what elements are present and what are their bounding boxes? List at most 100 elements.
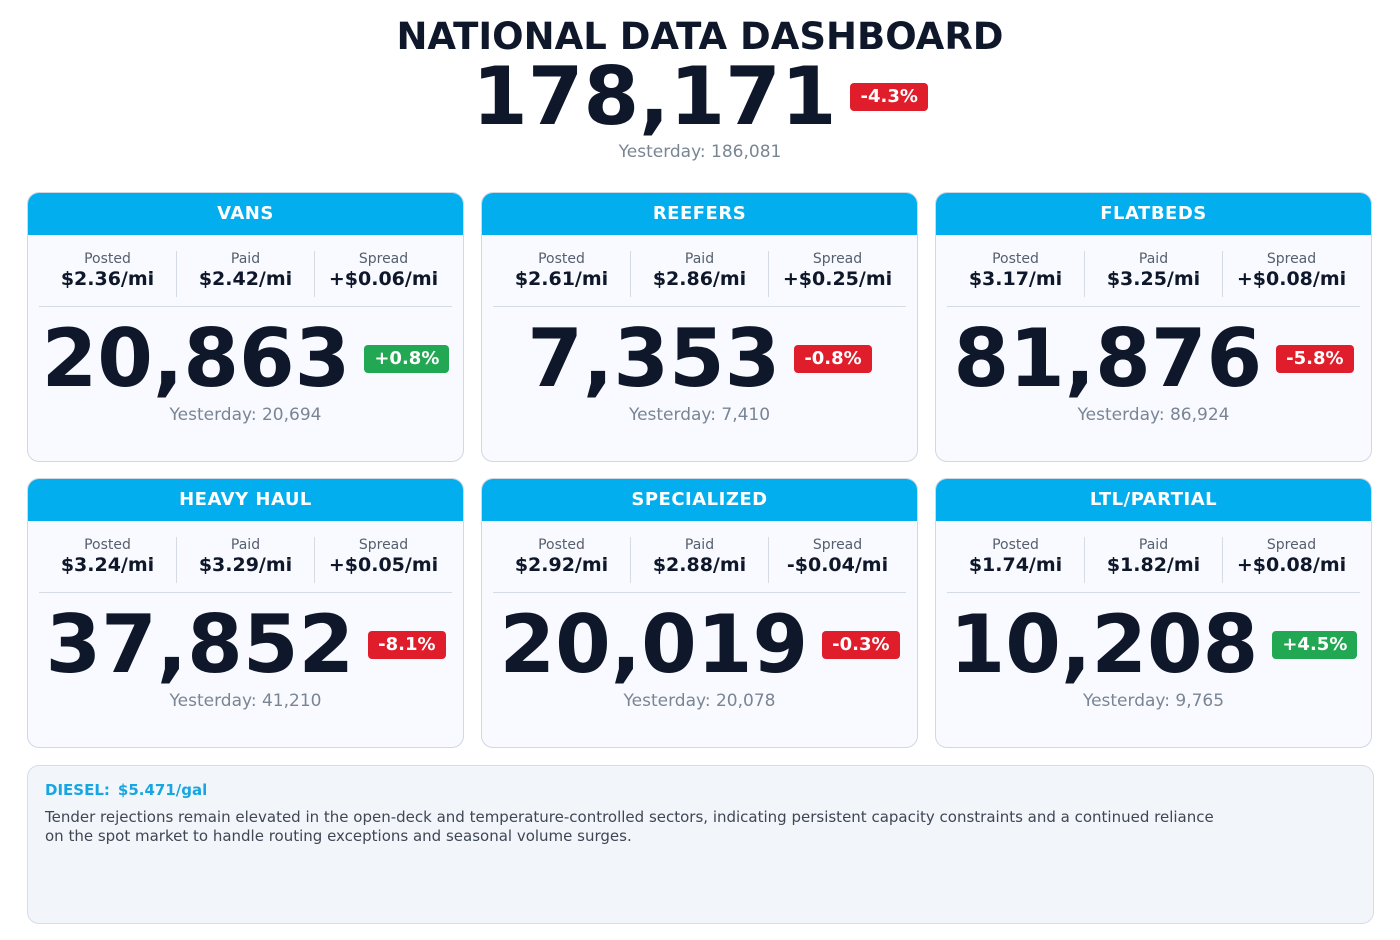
card-yesterday: Yesterday: 9,765 xyxy=(1082,691,1225,711)
card-yesterday: Yesterday: 20,078 xyxy=(623,691,776,711)
dashboard-title: NATIONAL DATA DASHBOARD xyxy=(396,15,1004,58)
metric-label: Spread xyxy=(358,537,409,553)
metric-label: Posted xyxy=(992,537,1039,553)
metric: Spread +$0.08/mi xyxy=(1222,251,1360,297)
card-main: 10,208 +4.5% xyxy=(936,603,1371,687)
metric-value: $2.92/mi xyxy=(514,554,609,576)
card: SPECIALIZED Posted $2.92/mi Paid $2.88/mi Spr… xyxy=(481,478,918,748)
metric: Posted $2.92/mi xyxy=(493,537,630,583)
card-change: -5.8% xyxy=(1276,345,1354,373)
metric-value: $3.17/mi xyxy=(968,268,1063,290)
metric-label: Posted xyxy=(84,537,131,553)
card-value: 10,208 xyxy=(949,598,1259,691)
card-change: -0.8% xyxy=(794,345,872,373)
metric-label: Paid xyxy=(1138,537,1169,553)
metric-value: $2.36/mi xyxy=(60,268,155,290)
metric: Spread +$0.25/mi xyxy=(768,251,906,297)
card-value: 37,852 xyxy=(45,598,355,691)
metric-value: $1.74/mi xyxy=(968,554,1063,576)
card-change: -8.1% xyxy=(368,631,446,659)
metric-label: Posted xyxy=(84,251,131,267)
card-main: 7,353 -0.8% xyxy=(482,317,917,401)
metrics: Posted $3.17/mi Paid $3.25/mi Spread +$0.08/m… xyxy=(947,251,1360,297)
metric: Posted $1.74/mi xyxy=(947,537,1084,583)
diesel-value: $5.471/gal xyxy=(117,781,208,799)
metric: Paid $1.82/mi xyxy=(1084,537,1222,583)
metric: Paid $2.42/mi xyxy=(176,251,314,297)
divider xyxy=(493,592,906,593)
card: HEAVY HAUL Posted $3.24/mi Paid $3.29/mi Spre… xyxy=(27,478,464,748)
hero-change: -4.3% xyxy=(850,83,928,111)
hero-yesterday: Yesterday: 186,081 xyxy=(618,142,782,162)
card-value: 20,863 xyxy=(41,312,351,405)
card-title: SPECIALIZED xyxy=(482,479,917,521)
metric-label: Spread xyxy=(812,537,863,553)
metric: Paid $3.29/mi xyxy=(176,537,314,583)
metrics: Posted $2.92/mi Paid $2.88/mi Spread -$0.04/m… xyxy=(493,537,906,583)
footer-text: Tender rejections remain elevated in the… xyxy=(45,808,1214,845)
card-value: 7,353 xyxy=(527,312,781,405)
card: LTL/PARTIAL Posted $1.74/mi Paid $1.82/mi Spr… xyxy=(935,478,1372,748)
card: VANS Posted $2.36/mi Paid $2.42/mi Spread +$0.… xyxy=(27,192,464,462)
metric-label: Paid xyxy=(230,251,261,267)
footer: DIESEL: $5.471/gal Tender rejections rema… xyxy=(27,765,1374,924)
metric-label: Posted xyxy=(538,251,585,267)
card-title: LTL/PARTIAL xyxy=(936,479,1371,521)
metric-value: +$0.08/mi xyxy=(1236,554,1347,576)
card-main: 37,852 -8.1% xyxy=(28,603,463,687)
metric-value: $2.88/mi xyxy=(652,554,747,576)
metric-value: $2.86/mi xyxy=(652,268,747,290)
metrics: Posted $2.61/mi Paid $2.86/mi Spread +$0.25/m… xyxy=(493,251,906,297)
metric: Paid $2.88/mi xyxy=(630,537,768,583)
metric-value: +$0.06/mi xyxy=(328,268,439,290)
card-yesterday: Yesterday: 20,694 xyxy=(169,405,322,425)
card-title: REEFERS xyxy=(482,193,917,235)
metric: Spread +$0.06/mi xyxy=(314,251,452,297)
metric-label: Paid xyxy=(230,537,261,553)
metric: Spread +$0.08/mi xyxy=(1222,537,1360,583)
metric: Posted $3.17/mi xyxy=(947,251,1084,297)
metric-value: $3.29/mi xyxy=(198,554,293,576)
metric-label: Paid xyxy=(684,537,715,553)
metric-value: $3.25/mi xyxy=(1106,268,1201,290)
card-change: +0.8% xyxy=(364,345,450,373)
metrics: Posted $3.24/mi Paid $3.29/mi Spread +$0.05/m… xyxy=(39,537,452,583)
metric: Posted $3.24/mi xyxy=(39,537,176,583)
divider xyxy=(947,306,1360,307)
metric-value: -$0.04/mi xyxy=(786,554,889,576)
metric: Spread +$0.05/mi xyxy=(314,537,452,583)
metrics: Posted $1.74/mi Paid $1.82/mi Spread +$0.08/m… xyxy=(947,537,1360,583)
card-title: VANS xyxy=(28,193,463,235)
hero-value: 178,171 xyxy=(472,50,837,143)
hero: 178,171 -4.3% xyxy=(0,52,1400,142)
metric-label: Paid xyxy=(684,251,715,267)
metric: Paid $2.86/mi xyxy=(630,251,768,297)
card-main: 81,876 -5.8% xyxy=(936,317,1371,401)
card-value: 20,019 xyxy=(499,598,809,691)
metric-label: Posted xyxy=(992,251,1039,267)
metric-label: Spread xyxy=(1266,537,1317,553)
metric-value: +$0.05/mi xyxy=(328,554,439,576)
card-yesterday: Yesterday: 7,410 xyxy=(628,405,771,425)
divider xyxy=(39,592,452,593)
card-yesterday: Yesterday: 86,924 xyxy=(1077,405,1230,425)
divider xyxy=(947,592,1360,593)
metric-label: Paid xyxy=(1138,251,1169,267)
card-title: HEAVY HAUL xyxy=(28,479,463,521)
diesel: DIESEL: $5.471/gal xyxy=(45,780,1356,800)
metric-label: Posted xyxy=(538,537,585,553)
card-change: +4.5% xyxy=(1272,631,1358,659)
card-title: FLATBEDS xyxy=(936,193,1371,235)
metric-value: +$0.08/mi xyxy=(1236,268,1347,290)
diesel-label: DIESEL: xyxy=(45,781,110,799)
card-main: 20,863 +0.8% xyxy=(28,317,463,401)
card-yesterday: Yesterday: 41,210 xyxy=(169,691,322,711)
card-value: 81,876 xyxy=(953,312,1263,405)
metric-label: Spread xyxy=(358,251,409,267)
metric-value: $3.24/mi xyxy=(60,554,155,576)
metric-label: Spread xyxy=(812,251,863,267)
metric-value: +$0.25/mi xyxy=(782,268,893,290)
divider xyxy=(493,306,906,307)
divider xyxy=(39,306,452,307)
